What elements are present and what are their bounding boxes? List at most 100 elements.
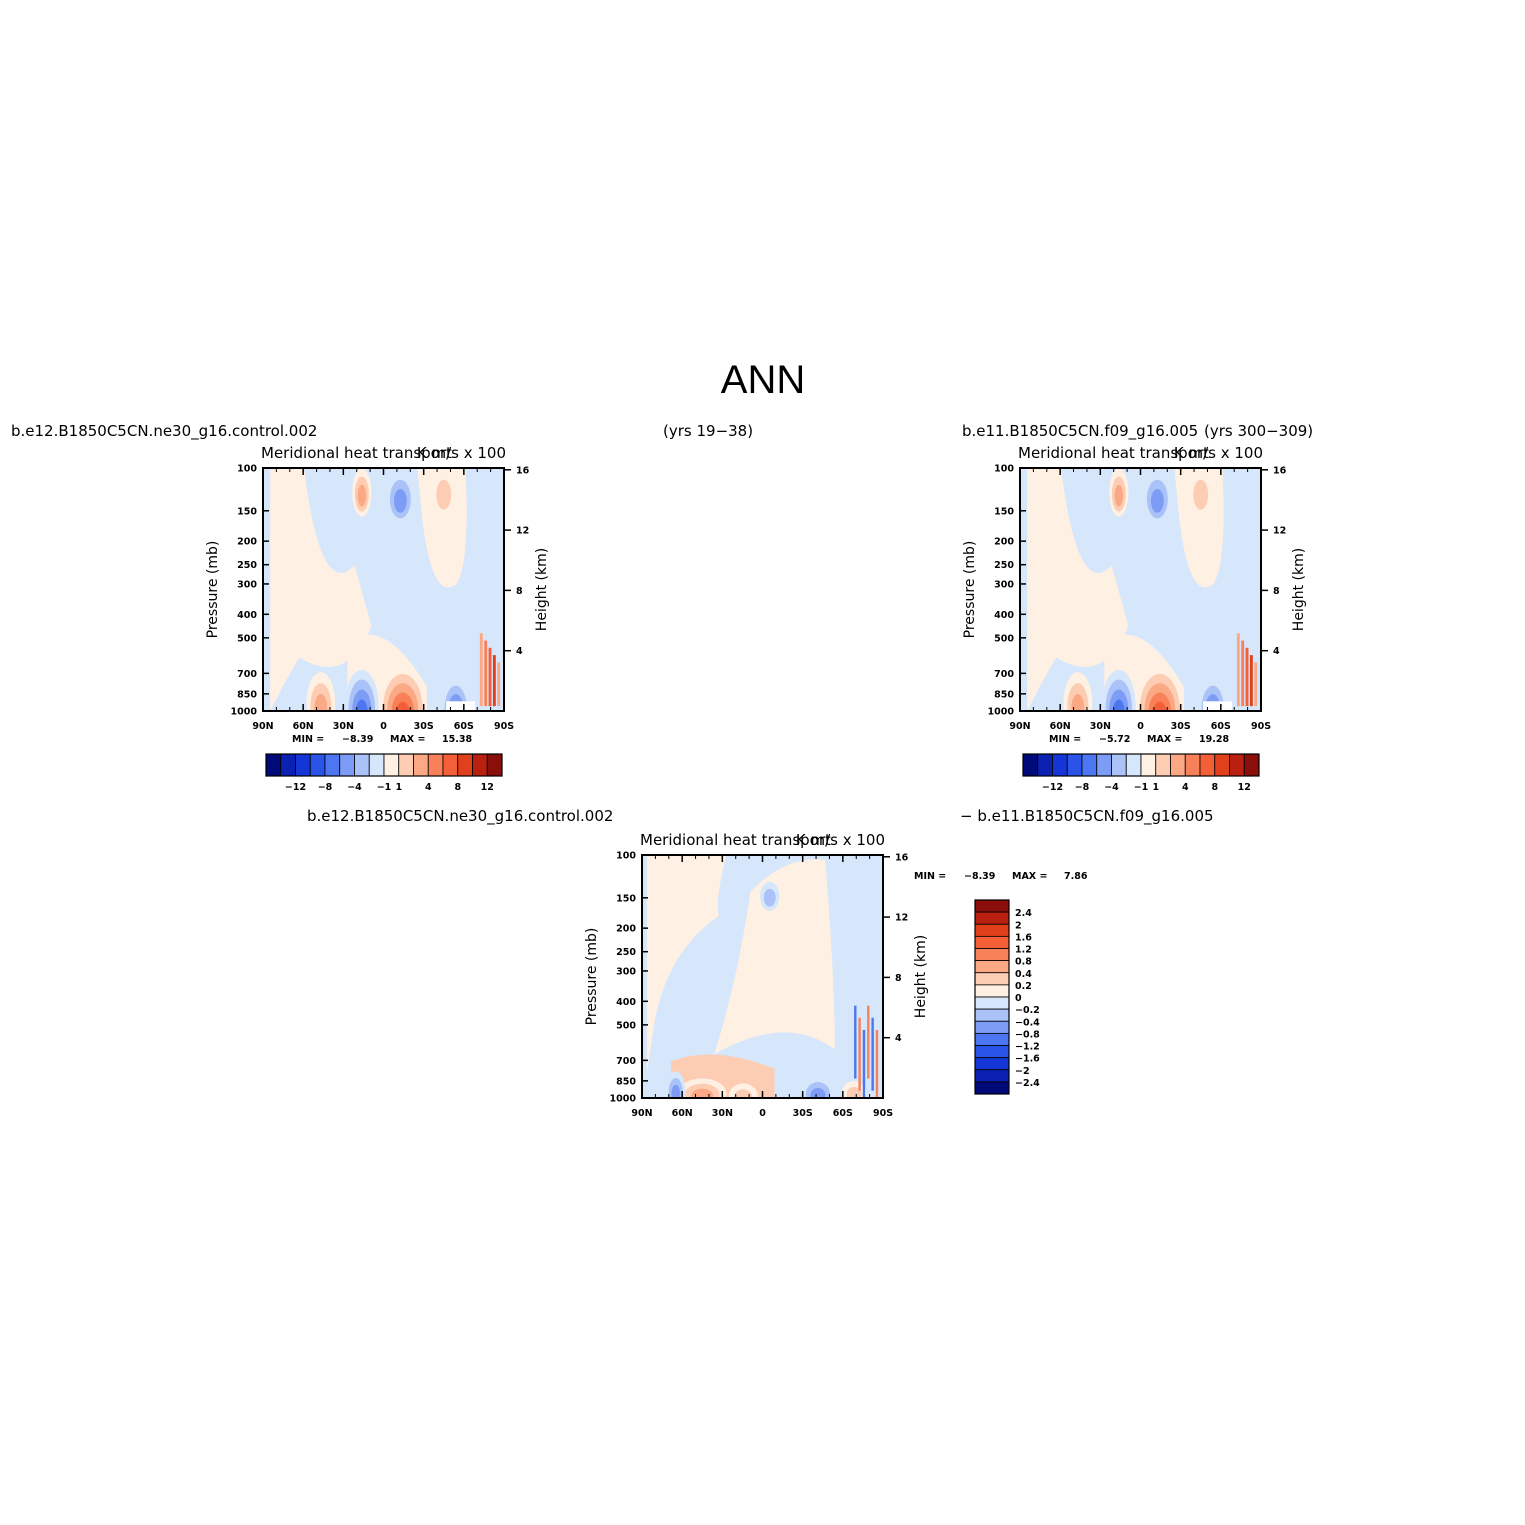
plot-title: Meridional heat transport — [640, 831, 831, 849]
colorbar-label: −0.4 — [1015, 1017, 1040, 1028]
contour-fill — [484, 640, 488, 707]
contour-fill — [862, 1029, 866, 1098]
y-right-tick-label: 8 — [516, 586, 523, 597]
colorbar-label: 12 — [481, 782, 494, 793]
y-tick-label: 250 — [616, 947, 636, 958]
y-tick-label: 200 — [616, 924, 636, 935]
x-tick-label: 90S — [494, 721, 514, 732]
colorbar-swatch — [1096, 753, 1112, 777]
colorbar-label: −4 — [347, 782, 362, 793]
x-tick-label: 60N — [672, 1108, 693, 1119]
min-value: −8.39 — [964, 871, 995, 882]
colorbar-swatch — [354, 753, 370, 777]
contour-fill — [1027, 468, 1129, 711]
y-tick-label: 500 — [994, 633, 1014, 644]
plot-units: K m/s x 100 — [417, 444, 506, 462]
colorbar-label: −8 — [1075, 782, 1090, 793]
max-value: 7.86 — [1064, 871, 1088, 882]
colorbar-label: −1 — [377, 782, 392, 793]
colorbar-swatch — [1125, 753, 1142, 777]
min-label: MIN = — [1049, 734, 1081, 745]
y-right-tick-label: 12 — [516, 526, 529, 537]
y-tick-label: 150 — [994, 506, 1014, 517]
y-right-tick-label: 12 — [1273, 526, 1286, 537]
contour-fill — [314, 694, 328, 711]
colorbar-swatch — [280, 753, 296, 777]
contour-fill — [1249, 655, 1253, 707]
colorbar-label: 0.2 — [1015, 981, 1032, 992]
colorbar-swatch — [413, 753, 429, 777]
y-tick-label: 400 — [237, 610, 257, 621]
control-case-name: b.e11.B1850C5CN.f09_g16.005 — [962, 422, 1198, 441]
contour-fill — [810, 1087, 826, 1098]
colorbar-swatch — [974, 1057, 1010, 1071]
colorbar-label: 1.2 — [1015, 945, 1032, 956]
x-tick-label: 90N — [631, 1108, 652, 1119]
y-tick-label: 850 — [616, 1076, 636, 1087]
y-tick-label: 1000 — [231, 707, 258, 718]
colorbar-frame — [974, 899, 1010, 1095]
contour-fill — [1114, 484, 1124, 507]
x-tick-label: 30N — [712, 1108, 733, 1119]
contour-fill — [393, 488, 407, 513]
colorbar-swatch — [427, 753, 444, 777]
colorbar-label: −1.6 — [1015, 1054, 1040, 1065]
diff-case-name: b.e12.B1850C5CN.ne30_g16.control.002 — [307, 807, 613, 826]
x-tick-label: 60S — [1211, 721, 1231, 732]
colorbar-label: 0 — [1015, 993, 1022, 1004]
contour-fill — [1153, 701, 1167, 711]
colorbar-swatch — [974, 923, 1010, 937]
colorbar-swatch — [442, 753, 459, 777]
y-axis-label-right: Height (km) — [1291, 548, 1307, 631]
x-tick-label: 30S — [414, 721, 434, 732]
contour-fill — [763, 888, 776, 907]
contour-fill — [646, 855, 727, 1074]
min-label: MIN = — [914, 871, 946, 882]
x-tick-label: 90N — [252, 721, 273, 732]
y-tick-label: 850 — [237, 689, 257, 700]
max-label: MAX = — [1012, 871, 1047, 882]
x-tick-label: 30N — [1090, 721, 1111, 732]
contour-fill — [270, 468, 372, 711]
x-tick-label: 0 — [380, 721, 387, 732]
contour-fill — [714, 859, 835, 1055]
colorbar-label: 1 — [1152, 782, 1159, 793]
diff-case-name-right: − b.e11.B1850C5CN.f09_g16.005 — [960, 807, 1214, 826]
x-tick-label: 90N — [1009, 721, 1030, 732]
contour-fill — [497, 662, 501, 707]
colorbar-label: 8 — [1211, 782, 1218, 793]
contour-fill — [1193, 479, 1209, 510]
contour-fill — [1245, 647, 1249, 707]
colorbar-swatch — [1199, 753, 1216, 777]
contour-fill — [1112, 699, 1125, 711]
colorbar-swatch — [974, 1020, 1010, 1034]
colorbar-swatch — [368, 753, 385, 777]
contour-fill — [492, 655, 496, 707]
y-tick-label: 250 — [237, 560, 257, 571]
colorbar-swatch — [974, 911, 1010, 925]
colorbar-swatch — [339, 753, 355, 777]
y-tick-label: 850 — [994, 689, 1014, 700]
colorbar-swatch — [974, 1081, 1010, 1095]
y-axis-label-right: Height (km) — [913, 935, 929, 1018]
y-right-tick-label: 8 — [895, 973, 902, 984]
contour-fill — [854, 1005, 857, 1079]
colorbar-label: −4 — [1104, 782, 1119, 793]
colorbar-label: 2.4 — [1015, 908, 1032, 919]
contour-fill — [875, 1029, 879, 1098]
colorbar-swatch — [974, 984, 1010, 998]
x-tick-label: 30S — [793, 1108, 813, 1119]
colorbar-swatch — [974, 1008, 1010, 1022]
colorbar-swatch — [1229, 753, 1245, 777]
y-tick-label: 250 — [994, 560, 1014, 571]
colorbar-label: −12 — [285, 782, 306, 793]
contour-fill — [357, 484, 367, 507]
colorbar-label: −1 — [1134, 782, 1149, 793]
contour-fill — [355, 699, 368, 711]
test-case-name: b.e12.B1850C5CN.ne30_g16.control.002 — [11, 422, 317, 441]
colorbar-label: 4 — [1182, 782, 1189, 793]
colorbar-label: 4 — [425, 782, 432, 793]
colorbar-swatch — [383, 753, 400, 777]
colorbar-frame — [1022, 753, 1260, 777]
